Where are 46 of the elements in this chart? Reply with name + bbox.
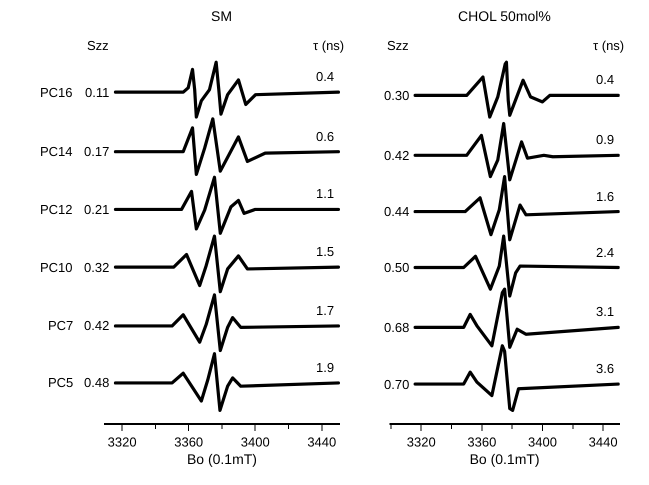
- annotation: 0.11: [85, 85, 110, 100]
- x-tick-label: 3360: [174, 434, 204, 450]
- annotation: 0.42: [384, 148, 410, 163]
- annotation: 0.30: [384, 88, 410, 103]
- x-tick-label: 3320: [406, 434, 436, 450]
- annotation: 3.1: [596, 304, 614, 319]
- annotation: 0.17: [84, 144, 110, 159]
- text: τ (ns): [313, 38, 344, 53]
- text: Szz: [387, 38, 409, 53]
- annotation: 0.4: [596, 72, 614, 87]
- chart-title: SM: [211, 8, 232, 24]
- annotation: 0.50: [384, 260, 410, 275]
- annotation: 0.44: [384, 204, 410, 219]
- text: Szz: [87, 38, 109, 53]
- annotation: 1.7: [316, 303, 334, 318]
- text: τ (ns): [593, 38, 624, 53]
- annotation: 0.9: [596, 132, 614, 147]
- x-tick-label: 3320: [108, 434, 137, 450]
- annotation: 0.42: [84, 318, 110, 333]
- annotation: 2.4: [596, 245, 614, 260]
- annotation: 1.5: [316, 244, 334, 259]
- annotation: 0.21: [84, 202, 110, 217]
- x-tick-label: 3440: [588, 434, 618, 450]
- annotation: 1.6: [596, 189, 614, 204]
- x-tick-label: 3360: [467, 434, 496, 450]
- annotation: 0.68: [384, 320, 410, 335]
- x-tick-label: 3400: [240, 434, 270, 450]
- annotation: 1.9: [316, 360, 334, 375]
- annotation: 1.1: [316, 186, 334, 201]
- x-axis-title: Bo (0.1mT): [470, 451, 540, 468]
- chart-title: CHOL 50mol%: [458, 8, 551, 24]
- annotation: 0.6: [316, 129, 334, 144]
- text: PC10: [40, 260, 73, 275]
- text: PC16: [40, 85, 73, 100]
- x-tick-label: 3400: [528, 434, 557, 450]
- text: PC5: [48, 375, 74, 390]
- text: PC12: [40, 202, 73, 217]
- x-tick-label: 3440: [307, 434, 336, 450]
- text: PC7: [48, 318, 74, 333]
- annotation: 3.6: [596, 361, 614, 376]
- annotation: 0.4: [316, 69, 334, 84]
- x-axis-title: Bo (0.1mT): [186, 451, 257, 468]
- annotation: 0.48: [84, 375, 110, 390]
- annotation: 0.32: [84, 260, 110, 275]
- text: PC14: [40, 144, 73, 159]
- annotation: 0.70: [384, 377, 410, 392]
